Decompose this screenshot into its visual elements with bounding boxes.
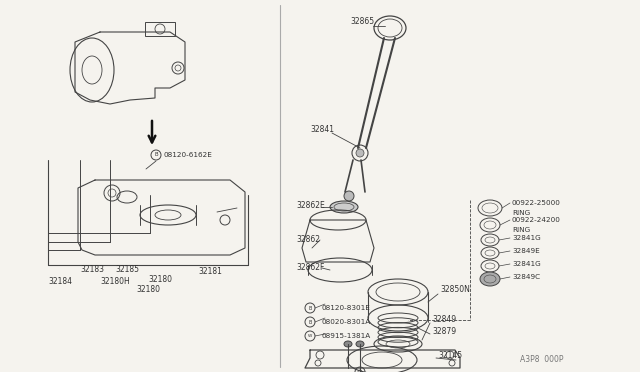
Circle shape [344,191,354,201]
Text: 32181: 32181 [198,267,222,276]
Text: 32841: 32841 [310,125,334,135]
Text: 08120-6162E: 08120-6162E [163,152,212,158]
Ellipse shape [356,341,364,347]
Ellipse shape [480,272,500,286]
Text: 32180: 32180 [148,276,172,285]
Text: 32879: 32879 [432,327,456,337]
Text: 32180: 32180 [136,285,160,295]
Text: 08020-8301A: 08020-8301A [322,319,371,325]
Text: B: B [308,320,312,324]
Text: 32180H: 32180H [100,278,130,286]
Text: A3P8  000P: A3P8 000P [520,356,563,365]
Text: 32865: 32865 [350,17,374,26]
Bar [145,22,175,36]
Ellipse shape [330,201,358,213]
Text: 32849E: 32849E [512,248,540,254]
Text: B: B [154,153,158,157]
Text: RING: RING [512,210,531,216]
Text: 32185: 32185 [115,266,139,275]
Text: 08915-1381A: 08915-1381A [322,333,371,339]
Text: 32849C: 32849C [512,274,540,280]
Text: 00922-24200: 00922-24200 [512,217,561,223]
Text: 32849: 32849 [432,315,456,324]
Text: 32841G: 32841G [512,261,541,267]
Text: 32862: 32862 [296,235,320,244]
Text: 32184: 32184 [48,278,72,286]
Text: 32183: 32183 [80,266,104,275]
Text: B: B [308,305,312,311]
Text: 00922-25000: 00922-25000 [512,200,561,206]
Circle shape [356,149,364,157]
Text: RING: RING [512,227,531,233]
Ellipse shape [344,341,352,347]
Text: 32862E: 32862E [296,201,324,209]
Text: 32862F: 32862F [296,263,324,273]
Text: 32841G: 32841G [512,235,541,241]
Text: 08120-8301E: 08120-8301E [322,305,371,311]
Text: 32850N: 32850N [440,285,470,295]
Text: W: W [308,334,312,338]
Text: 32145: 32145 [438,352,462,360]
